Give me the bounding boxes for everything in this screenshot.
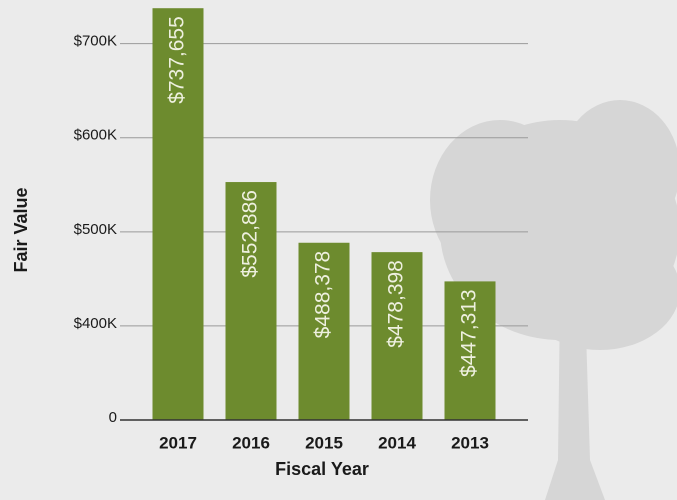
y-tick-label: $600K xyxy=(74,127,117,144)
y-tick-label: $400K xyxy=(74,315,117,332)
data-label: $488,378 xyxy=(312,251,335,339)
tree-silhouette xyxy=(430,100,677,500)
x-tick-label: 2013 xyxy=(451,433,489,452)
bar xyxy=(298,242,350,420)
data-label: $552,886 xyxy=(239,190,262,278)
bar xyxy=(444,281,496,420)
y-tick-label: 0 xyxy=(109,409,117,426)
y-axis-title: Fair Value xyxy=(11,187,31,272)
x-tick-label: 2016 xyxy=(232,433,270,452)
y-tick-label: $700K xyxy=(74,33,117,50)
data-label: $447,313 xyxy=(458,289,481,377)
bar xyxy=(152,8,204,421)
bars: 2017 $737,655 2016 $552,886 2015 $488,378 2014… xyxy=(152,8,496,452)
x-tick-label: 2017 xyxy=(159,433,197,452)
bar xyxy=(225,182,277,420)
x-tick-label: 2014 xyxy=(378,433,416,452)
x-tick-label: 2015 xyxy=(305,433,343,452)
bar xyxy=(371,252,423,420)
data-label: $478,398 xyxy=(385,260,408,348)
y-tick-label: $500K xyxy=(74,221,117,238)
data-label: $737,655 xyxy=(166,16,189,104)
x-axis-title: Fiscal Year xyxy=(275,459,369,479)
